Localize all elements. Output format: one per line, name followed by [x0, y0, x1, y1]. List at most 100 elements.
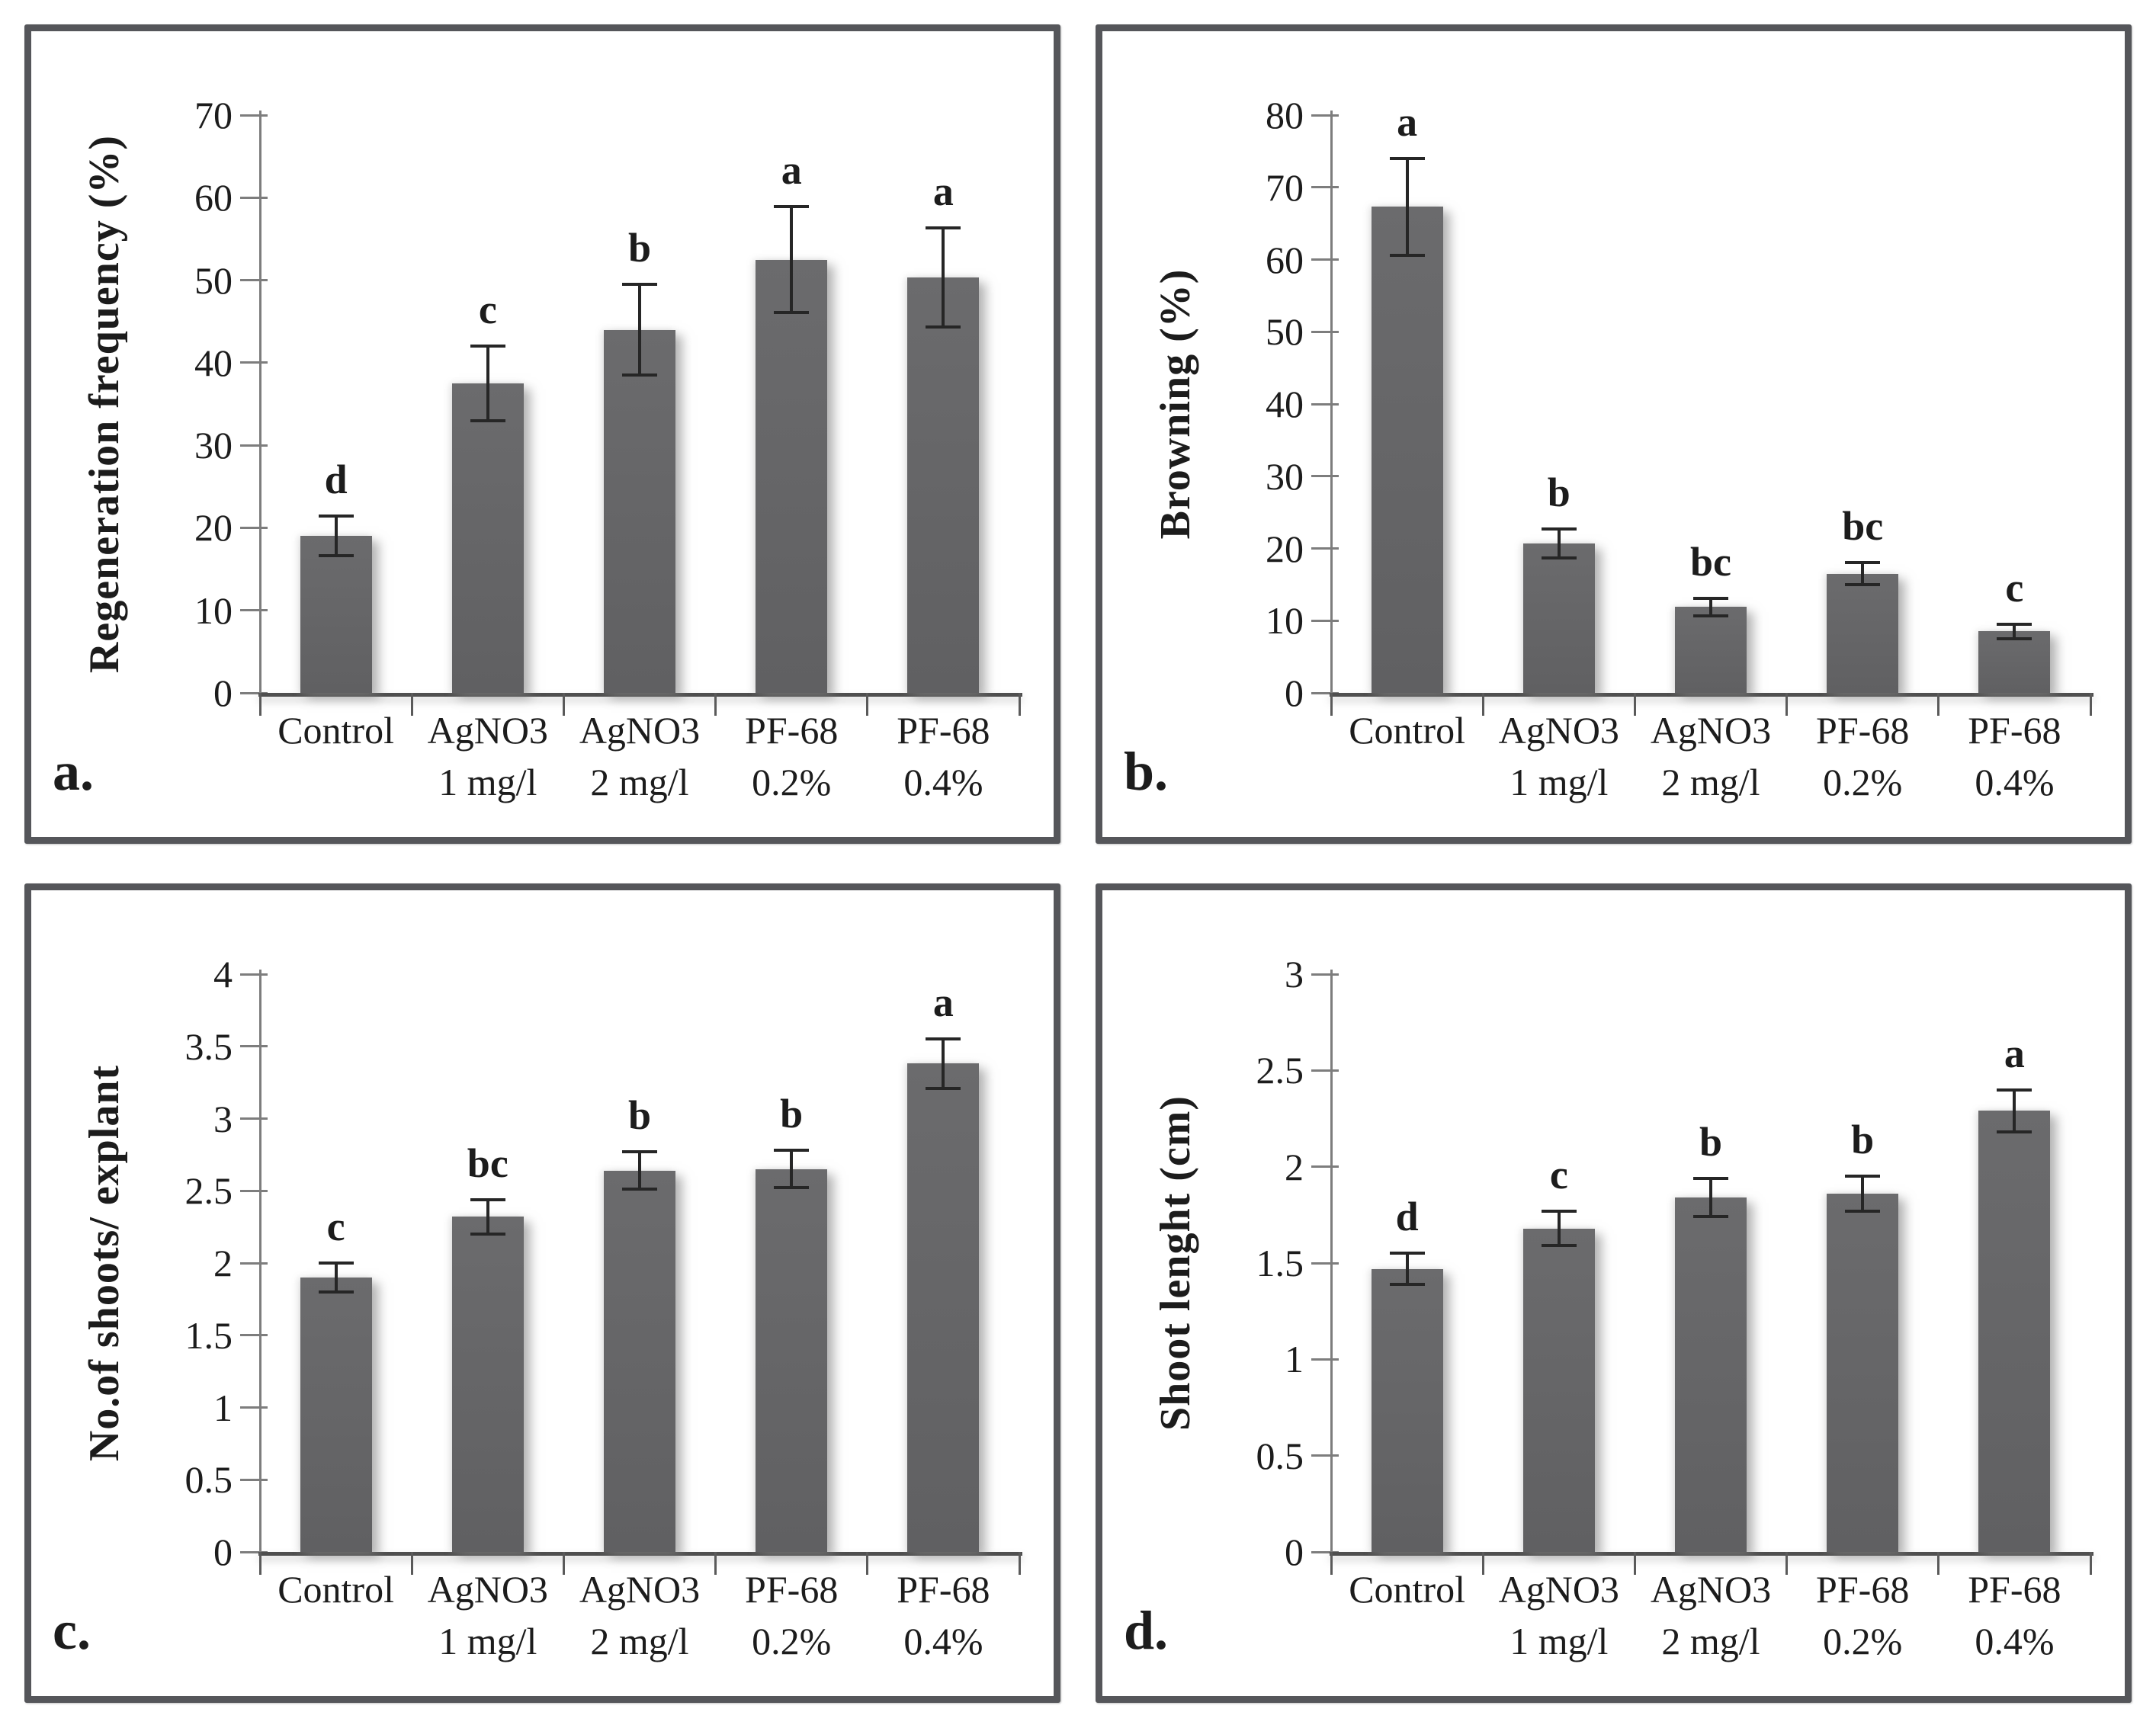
x-category-label-line1: Control — [278, 709, 394, 752]
bar — [1827, 573, 1899, 693]
significance-letter: a — [2004, 1030, 2025, 1076]
error-bar-cap-bottom — [318, 554, 354, 558]
x-category-label-line2: 0.2% — [1823, 761, 1903, 803]
x-tick-mark — [714, 693, 717, 716]
y-tick-mark — [1311, 1262, 1339, 1265]
error-bar-cap-bottom — [1693, 1215, 1728, 1219]
error-bar-cap-bottom — [1845, 1209, 1881, 1213]
bar-chart-shoot-length: Shoot lenght (cm) d. 0 0.5 1 1.5 2 2.5 3 d Contr… — [1102, 890, 2125, 1696]
error-bar-cap-top — [1693, 1176, 1728, 1180]
x-tick-mark — [410, 1552, 413, 1575]
x-tick-mark — [1633, 1552, 1636, 1575]
x-category-label-line2: 0.4% — [903, 761, 983, 803]
error-bar — [334, 1263, 338, 1292]
error-bar — [790, 207, 794, 313]
error-bar — [1405, 1253, 1409, 1284]
error-bar — [1709, 1178, 1712, 1217]
significance-letter: b — [1547, 469, 1570, 515]
y-tick-label: 1.5 — [1256, 1242, 1304, 1284]
significance-letter: b — [1699, 1118, 1723, 1165]
y-tick-label: 0 — [1285, 672, 1304, 714]
y-tick-mark — [240, 1262, 268, 1265]
y-tick-mark — [240, 1550, 268, 1553]
significance-letter: d — [1395, 1194, 1419, 1240]
bar — [1522, 1228, 1595, 1552]
error-bar — [790, 1150, 794, 1188]
x-axis-line — [258, 1552, 1022, 1556]
error-bar-cap-bottom — [470, 418, 505, 422]
error-bar — [1405, 158, 1409, 255]
error-bar-cap-top — [1389, 156, 1425, 160]
y-tick-label: 2.5 — [184, 1169, 233, 1213]
y-tick-mark — [240, 1478, 268, 1481]
error-bar-cap-top — [470, 345, 505, 348]
y-tick-mark — [1311, 475, 1339, 478]
x-tick-mark — [1937, 693, 1940, 716]
y-tick-mark — [240, 1045, 268, 1048]
x-axis-line — [1330, 693, 2093, 697]
bar — [1978, 631, 2051, 693]
error-bar-cap-top — [1693, 596, 1728, 600]
x-category-label-line2: 0.2% — [752, 1620, 832, 1662]
x-tick-mark — [1481, 693, 1484, 716]
x-category-label-line1: PF-68 — [1968, 1568, 2061, 1611]
y-tick-mark — [1311, 1069, 1339, 1072]
bar — [756, 259, 828, 693]
panel-letter: a. — [53, 741, 94, 802]
x-tick-mark — [1633, 693, 1636, 716]
x-category-label-line1: AgNO3 — [1650, 1568, 1772, 1611]
y-tick-label: 10 — [1266, 599, 1304, 643]
x-tick-mark — [866, 693, 869, 716]
x-category-label-line1: AgNO3 — [427, 1568, 548, 1611]
error-bar — [1557, 528, 1561, 558]
y-tick-mark — [1311, 1165, 1339, 1169]
x-axis-line — [258, 693, 1022, 697]
y-tick-mark — [1311, 1454, 1339, 1457]
x-tick-mark — [1785, 693, 1789, 716]
error-bar-cap-bottom — [1389, 1282, 1425, 1286]
y-tick-label: 60 — [1266, 238, 1304, 281]
x-category-label-line1: AgNO3 — [1498, 1568, 1619, 1611]
x-tick-mark — [714, 1552, 717, 1575]
bar — [451, 1217, 524, 1552]
error-bar-cap-bottom — [622, 1188, 657, 1191]
x-tick-mark — [562, 1552, 565, 1575]
y-tick-mark — [240, 691, 268, 694]
error-bar-cap-top — [1845, 1175, 1881, 1178]
y-tick-mark — [240, 444, 268, 447]
x-category-label-line2: 1 mg/l — [1510, 761, 1609, 803]
y-tick-label: 80 — [1266, 94, 1304, 136]
y-tick-label: 0.5 — [184, 1458, 233, 1502]
x-category-label-line2: 1 mg/l — [1510, 1620, 1609, 1662]
y-tick-label: 3 — [1285, 953, 1304, 995]
bar — [300, 1277, 372, 1552]
x-axis-line — [1330, 1552, 2093, 1556]
y-tick-label: 0.5 — [1256, 1434, 1304, 1477]
x-category-label-line1: AgNO3 — [579, 709, 701, 752]
x-category-label-line2: 1 mg/l — [438, 1620, 537, 1662]
y-tick-label: 40 — [194, 341, 233, 384]
significance-letter: a — [1397, 98, 1418, 145]
error-bar-cap-bottom — [774, 310, 810, 314]
y-tick-label: 60 — [194, 176, 233, 220]
error-bar-cap-bottom — [1845, 582, 1881, 586]
error-bar — [486, 346, 489, 421]
error-bar — [638, 284, 641, 376]
y-tick-label: 50 — [1266, 310, 1304, 354]
y-tick-mark — [240, 114, 268, 117]
bar — [1675, 1197, 1747, 1552]
y-tick-mark — [1311, 402, 1339, 406]
significance-letter: c — [1549, 1151, 1568, 1197]
significance-letter: c — [2005, 564, 2024, 611]
error-bar-cap-top — [1845, 561, 1881, 565]
y-axis-line — [259, 111, 261, 695]
x-category-label-line1: PF-68 — [897, 1568, 990, 1611]
significance-letter: b — [627, 1092, 652, 1139]
error-bar-cap-bottom — [1389, 253, 1425, 257]
x-category-label-line2: 0.4% — [1975, 761, 2055, 803]
error-bar — [1709, 598, 1712, 616]
y-tick-mark — [240, 1406, 268, 1409]
x-category-label-line1: PF-68 — [1968, 709, 2061, 752]
significance-letter: c — [326, 1204, 345, 1249]
bar — [1371, 1268, 1443, 1552]
